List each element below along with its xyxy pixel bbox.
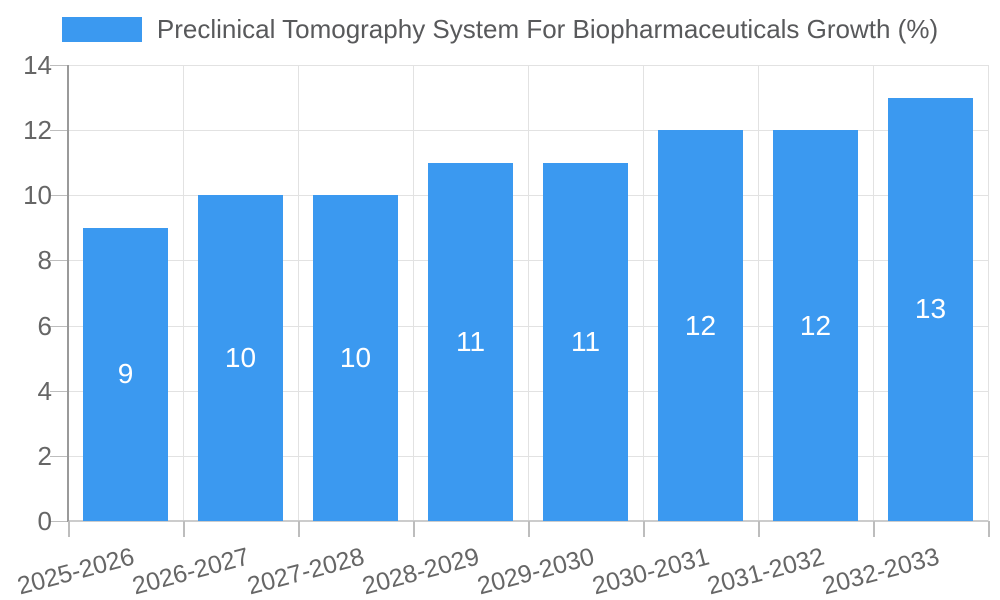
y-axis-tick-label: 0: [37, 506, 52, 536]
bar-2029-2030[interactable]: [543, 162, 628, 521]
x-axis-tick: [183, 521, 185, 537]
x-axis-tick-label: 2028-2029: [359, 542, 483, 600]
bar-2028-2029[interactable]: [428, 162, 513, 521]
bar-value-label: 10: [339, 342, 372, 374]
gridline-vertical: [413, 65, 414, 521]
bar-2026-2027[interactable]: [198, 195, 283, 521]
y-axis-tick: [50, 521, 68, 522]
x-axis-tick-label: 2027-2028: [244, 542, 368, 600]
bar-2032-2033[interactable]: [888, 97, 973, 521]
x-axis-tick: [643, 521, 645, 537]
y-axis-tick: [50, 130, 68, 132]
bar-value-label: 12: [799, 309, 832, 341]
legend[interactable]: Preclinical Tomography System For Biopha…: [0, 13, 1000, 44]
bar-value-label: 11: [570, 325, 601, 357]
x-axis-tick: [413, 521, 415, 537]
bar-2027-2028[interactable]: [313, 195, 398, 521]
x-axis-tick-label: 2031-2032: [704, 542, 828, 600]
y-axis-tick-label: 6: [37, 310, 52, 341]
x-axis-tick-label: 2025-2026: [14, 542, 138, 600]
y-axis-tick-label: 10: [23, 180, 52, 211]
y-axis-tick: [50, 195, 68, 197]
x-axis-tick: [68, 521, 70, 537]
y-axis-tick: [50, 260, 68, 262]
bar-value-label: 13: [914, 293, 947, 325]
y-axis-tick-label: 8: [37, 245, 52, 276]
bar-value-label: 12: [684, 309, 717, 341]
x-axis-tick: [298, 521, 300, 537]
legend-label: Preclinical Tomography System For Biopha…: [156, 13, 939, 44]
y-axis-tick: [50, 390, 68, 392]
gridline-vertical: [183, 65, 184, 521]
y-axis-tick: [50, 325, 68, 327]
y-axis-tick: [50, 455, 68, 457]
gridline-vertical: [643, 65, 644, 521]
bar-value-label: 11: [455, 325, 486, 357]
x-axis-tick-label: 2026-2027: [129, 542, 253, 600]
gridline-vertical: [988, 65, 989, 521]
y-axis-tick: [50, 65, 68, 66]
x-axis-tick: [758, 521, 760, 537]
x-axis-tick-label: 2030-2031: [589, 542, 713, 600]
gridline-vertical: [528, 65, 529, 521]
y-axis-tick-label: 4: [37, 375, 52, 406]
y-axis-tick-label: 14: [23, 50, 52, 80]
x-axis-tick-label: 2032-2033: [819, 542, 943, 600]
bar-2025-2026[interactable]: [83, 227, 168, 521]
bar-2031-2032[interactable]: [773, 130, 858, 521]
bar-2030-2031[interactable]: [658, 130, 743, 521]
x-axis-tick: [873, 521, 875, 537]
x-axis-tick: [528, 521, 530, 537]
gridline-vertical: [873, 65, 874, 521]
gridline-vertical: [298, 65, 299, 521]
x-axis-tick: [988, 521, 990, 537]
legend-swatch: [61, 16, 142, 42]
bar-value-label: 10: [224, 342, 257, 374]
gridline-vertical: [758, 65, 759, 521]
x-axis-tick-label: 2029-2030: [474, 542, 598, 600]
y-axis-tick-label: 12: [23, 115, 52, 146]
y-axis-line: [67, 65, 69, 522]
y-axis-tick-label: 2: [37, 440, 52, 471]
bar-value-label: 9: [117, 358, 134, 390]
